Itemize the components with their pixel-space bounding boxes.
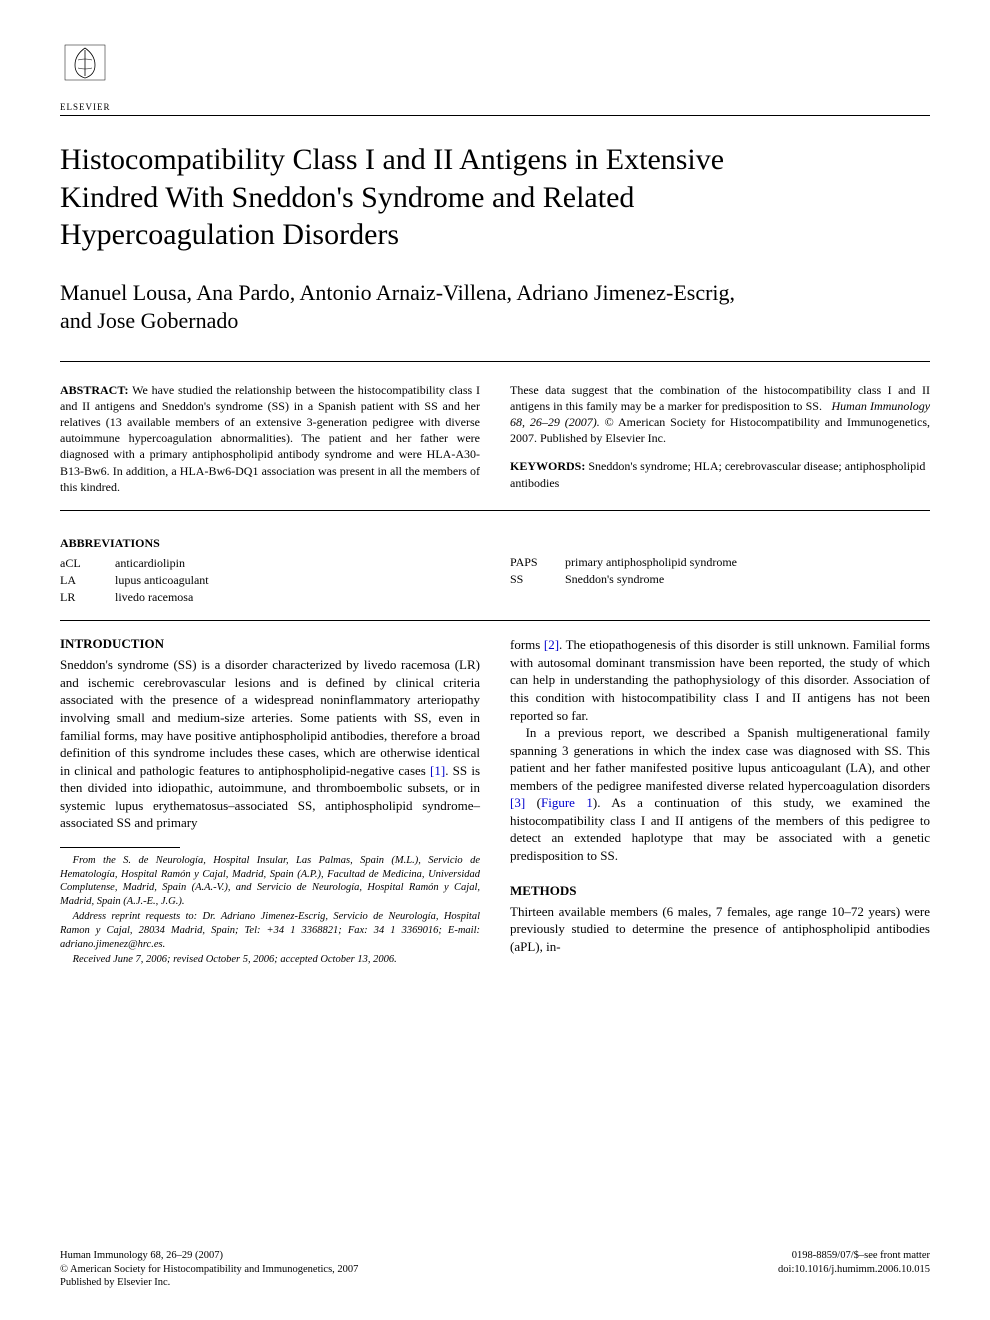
affil-received: Received June 7, 2006; revised October 5… — [60, 953, 480, 967]
abbrev-val: livedo racemosa — [115, 589, 193, 606]
publisher-name: ELSEVIER — [60, 102, 110, 112]
intro-para2: In a previous report, we described a Spa… — [510, 724, 930, 864]
abstract-text: We have studied the relationship between… — [60, 383, 480, 494]
abbrev-row: SS Sneddon's syndrome — [510, 571, 930, 588]
abbrev-key: SS — [510, 571, 565, 588]
abbrev-val: lupus anticoagulant — [115, 572, 209, 589]
footer-published: Published by Elsevier Inc. — [60, 1276, 358, 1290]
abbrev-key: aCL — [60, 555, 115, 572]
intro-header: INTRODUCTION — [60, 636, 480, 652]
abbreviations-section: ABBREVIATIONS aCL anticardiolipin LA lup… — [60, 536, 930, 605]
intro-text: ( — [525, 795, 541, 810]
page-footer: Human Immunology 68, 26–29 (2007) © Amer… — [60, 1249, 930, 1290]
figure-link[interactable]: Figure 1 — [541, 795, 593, 810]
abbrev-row: LR livedo racemosa — [60, 589, 480, 606]
abbrev-top-divider — [60, 510, 930, 511]
intro-text: In a previous report, we described a Spa… — [510, 725, 930, 793]
affil-from: From the S. de Neurología, Hospital Insu… — [60, 854, 480, 909]
intro-text: . The etiopathogenesis of this disorder … — [510, 637, 930, 722]
footer-journal: Human Immunology 68, 26–29 (2007) — [60, 1249, 358, 1263]
footer-copyright: © American Society for Histocompatibilit… — [60, 1263, 358, 1277]
abbrev-key: PAPS — [510, 554, 565, 571]
footer-issn: 0198-8859/07/$–see front matter — [778, 1249, 930, 1263]
abstract-section: ABSTRACT: We have studied the relationsh… — [60, 382, 930, 495]
intro-para1: Sneddon's syndrome (SS) is a disorder ch… — [60, 656, 480, 831]
abbrev-val: Sneddon's syndrome — [565, 571, 664, 588]
methods-header: METHODS — [510, 883, 930, 899]
methods-para1: Thirteen available members (6 males, 7 f… — [510, 903, 930, 956]
abstract-right: These data suggest that the combination … — [510, 382, 930, 447]
keywords-block: KEYWORDS: Sneddon's syndrome; HLA; cereb… — [510, 458, 930, 490]
ref-link[interactable]: [3] — [510, 795, 525, 810]
abbrev-val: anticardiolipin — [115, 555, 185, 572]
footer-doi: doi:10.1016/j.humimm.2006.10.015 — [778, 1263, 930, 1277]
abstract-left: ABSTRACT: We have studied the relationsh… — [60, 382, 480, 495]
publisher-logo: ELSEVIER — [60, 40, 110, 95]
article-title: Histocompatibility Class I and II Antige… — [60, 141, 740, 254]
abbrev-row: PAPS primary antiphospholipid syndrome — [510, 554, 930, 571]
abbrev-key: LR — [60, 589, 115, 606]
abstract-label: ABSTRACT: — [60, 383, 128, 397]
ref-link[interactable]: [2] — [544, 637, 559, 652]
body-section: INTRODUCTION Sneddon's syndrome (SS) is … — [60, 636, 930, 969]
abbrev-row: LA lupus anticoagulant — [60, 572, 480, 589]
affil-divider — [60, 847, 180, 848]
intro-text: forms — [510, 637, 544, 652]
authors: Manuel Lousa, Ana Pardo, Antonio Arnaiz-… — [60, 279, 740, 336]
keywords-label: KEYWORDS: — [510, 459, 585, 473]
abbrev-val: primary antiphospholipid syndrome — [565, 554, 737, 571]
abbrev-header: ABBREVIATIONS — [60, 536, 480, 551]
authors-divider — [60, 361, 930, 362]
abbrev-bottom-divider — [60, 620, 930, 621]
affiliations: From the S. de Neurología, Hospital Insu… — [60, 854, 480, 967]
intro-text: Sneddon's syndrome (SS) is a disorder ch… — [60, 657, 480, 777]
abbrev-row: aCL anticardiolipin — [60, 555, 480, 572]
abbrev-key: LA — [60, 572, 115, 589]
intro-para1-cont: forms [2]. The etiopathogenesis of this … — [510, 636, 930, 724]
top-divider — [60, 115, 930, 116]
affil-address: Address reprint requests to: Dr. Adriano… — [60, 910, 480, 951]
ref-link[interactable]: [1] — [430, 763, 445, 778]
